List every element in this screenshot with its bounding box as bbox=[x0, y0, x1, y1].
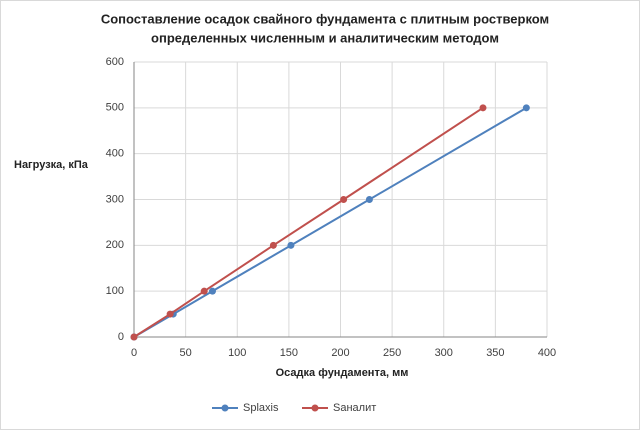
y-tick-label: 500 bbox=[106, 102, 124, 114]
x-tick-label: 0 bbox=[131, 347, 137, 359]
data-point bbox=[130, 333, 138, 341]
x-tick-label: 250 bbox=[383, 347, 401, 359]
legend-label: Sаналит bbox=[333, 402, 376, 414]
chart-title: определенных численным и аналитическим м… bbox=[151, 30, 499, 45]
chart-title: Сопоставление осадок свайного фундамента… bbox=[101, 11, 549, 26]
data-point bbox=[340, 196, 348, 203]
series-line bbox=[133, 106, 527, 338]
x-tick-label: 100 bbox=[228, 347, 246, 359]
y-tick-label: 300 bbox=[106, 193, 124, 205]
data-point bbox=[166, 310, 174, 318]
x-tick-label: 400 bbox=[538, 347, 556, 359]
x-tick-label: 300 bbox=[435, 347, 453, 359]
x-tick-label: 150 bbox=[280, 347, 298, 359]
x-tick-label: 200 bbox=[331, 347, 349, 359]
data-point bbox=[200, 287, 208, 295]
y-axis-title: Нагрузка, кПа bbox=[14, 159, 89, 171]
y-tick-label: 600 bbox=[106, 56, 124, 68]
data-point bbox=[522, 104, 530, 112]
legend-marker bbox=[311, 404, 319, 412]
data-point bbox=[269, 241, 277, 249]
x-tick-label: 350 bbox=[486, 347, 504, 359]
y-tick-label: 400 bbox=[106, 148, 124, 160]
x-axis-title: Осадка фундамента, мм bbox=[276, 367, 409, 379]
legend-marker bbox=[221, 404, 229, 412]
y-tick-label: 0 bbox=[118, 331, 124, 343]
y-tick-label: 200 bbox=[106, 239, 124, 251]
x-tick-label: 50 bbox=[180, 347, 192, 359]
y-tick-label: 100 bbox=[106, 285, 124, 297]
legend-label: Splaxis bbox=[243, 402, 279, 414]
series-line bbox=[133, 106, 484, 338]
data-point bbox=[479, 104, 487, 112]
data-point bbox=[208, 287, 216, 295]
data-point bbox=[365, 196, 373, 203]
data-point bbox=[287, 241, 295, 249]
